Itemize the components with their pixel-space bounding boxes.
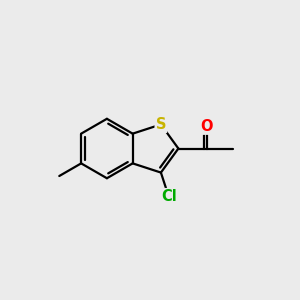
- Text: S: S: [156, 117, 166, 132]
- Text: O: O: [200, 119, 213, 134]
- Text: Cl: Cl: [161, 189, 177, 204]
